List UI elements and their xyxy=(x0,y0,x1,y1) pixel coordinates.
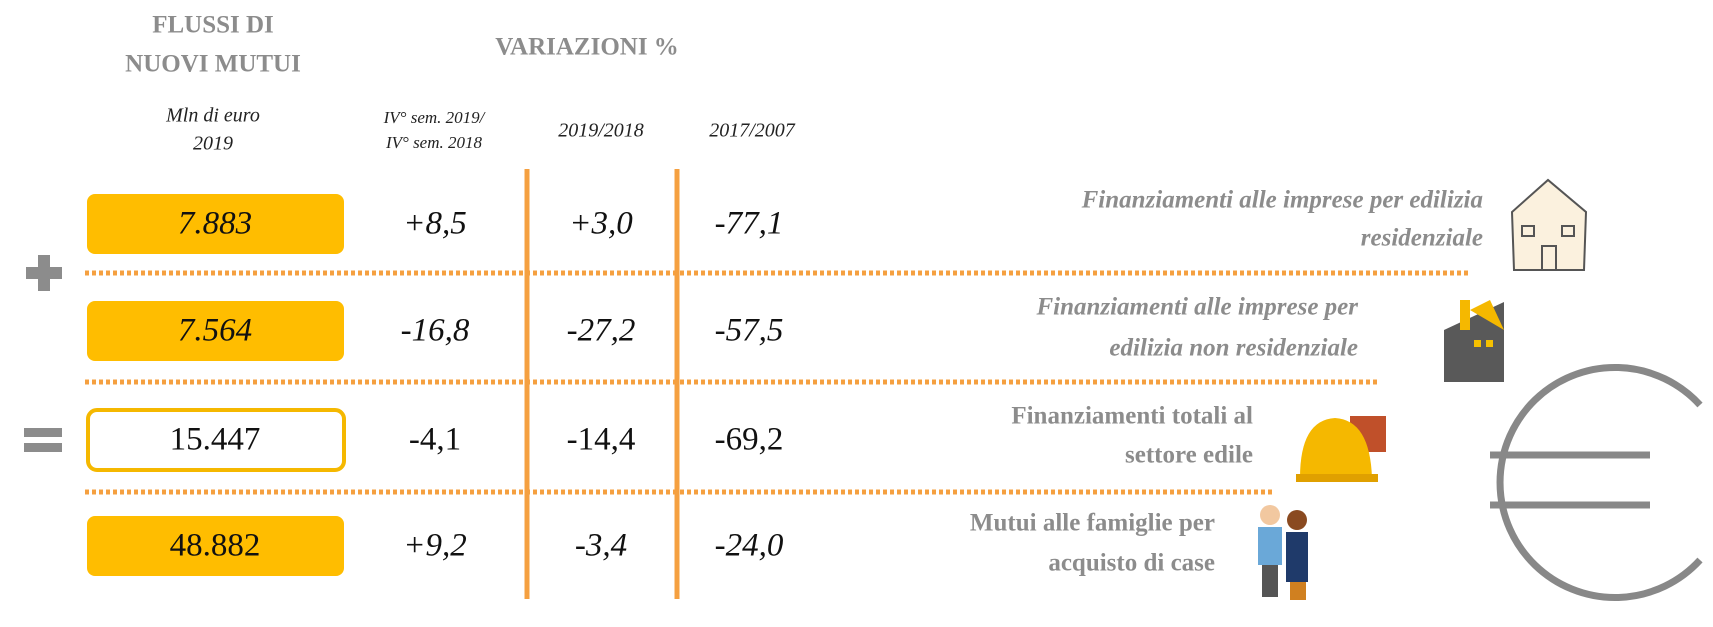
row-label: settore edile xyxy=(1125,442,1253,469)
value: 48.882 xyxy=(170,528,261,564)
house-icon xyxy=(1510,178,1588,271)
row-label: Mutui alle famiglie per xyxy=(970,510,1215,537)
column-subheader: 2017/2007 xyxy=(709,120,796,142)
plus-sign xyxy=(26,255,62,291)
value: 7.883 xyxy=(178,206,252,242)
family-icon xyxy=(1258,505,1308,600)
column-subheader: Mln di euro xyxy=(165,105,260,127)
column-title: FLUSSI DI xyxy=(152,12,274,39)
column-title: NUOVI MUTUI xyxy=(125,51,301,78)
value-box xyxy=(87,516,344,576)
euro-icon xyxy=(1490,364,1703,601)
column-subheader: IV° sem. 2018 xyxy=(385,133,483,152)
variations-title: VARIAZIONI % xyxy=(495,34,679,61)
value: 15.447 xyxy=(170,422,261,458)
value-box xyxy=(86,408,346,472)
change: -3,4 xyxy=(575,528,627,564)
value: 7.564 xyxy=(178,313,252,349)
change: -57,5 xyxy=(715,313,784,349)
change: -14,4 xyxy=(567,422,636,458)
value-box xyxy=(87,194,344,254)
change: -27,2 xyxy=(567,313,636,349)
column-subheader: IV° sem. 2019/ xyxy=(383,108,487,127)
change: +3,0 xyxy=(569,206,633,242)
factory-icon xyxy=(1444,300,1504,382)
change: -69,2 xyxy=(715,422,784,458)
row-label: Finanziamenti alle imprese per edilizia xyxy=(1081,187,1483,214)
column-subheader: 2019/2018 xyxy=(558,120,644,142)
change: +8,5 xyxy=(403,206,467,242)
change: -24,0 xyxy=(715,528,784,564)
row-label: Finanziamenti alle imprese per xyxy=(1035,294,1358,321)
equals-sign xyxy=(24,428,62,452)
change: -4,1 xyxy=(409,422,461,458)
change: -77,1 xyxy=(715,206,784,242)
helmet-icon xyxy=(1296,416,1386,482)
change: -16,8 xyxy=(401,313,470,349)
value-box xyxy=(87,301,344,361)
row-label: acquisto di case xyxy=(1048,550,1215,577)
row-label: residenziale xyxy=(1361,225,1483,252)
change: +9,2 xyxy=(403,528,467,564)
column-subheader: 2019 xyxy=(193,133,233,155)
row-label: edilizia non residenziale xyxy=(1109,335,1358,362)
row-label: Finanziamenti totali al xyxy=(1011,403,1253,430)
